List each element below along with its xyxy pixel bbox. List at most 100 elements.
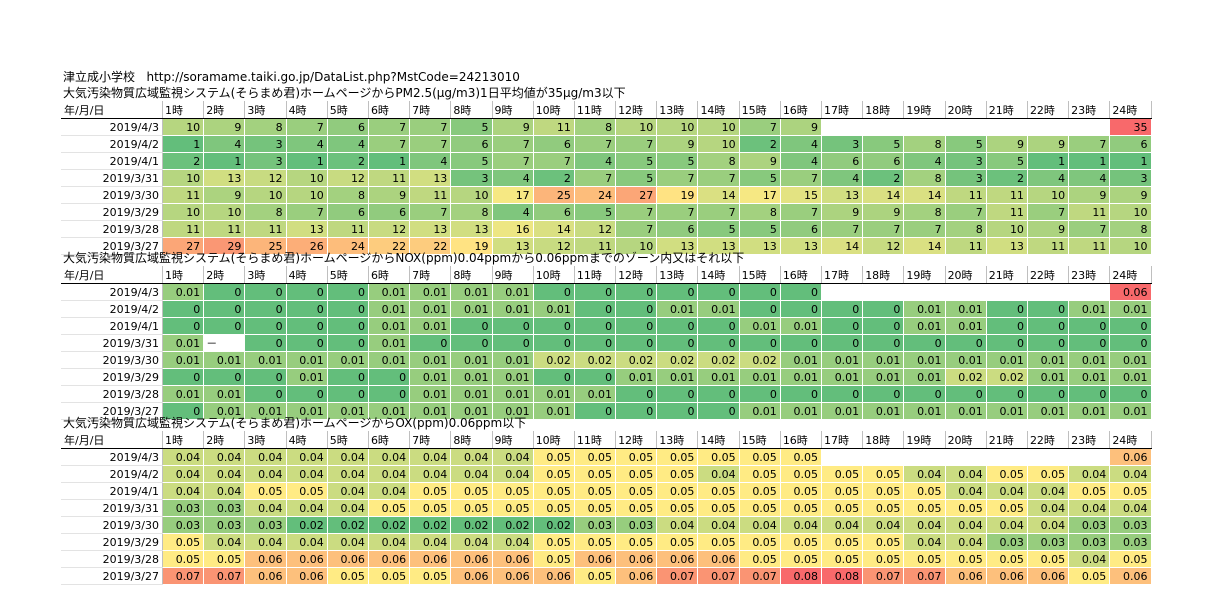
value-cell: 0 [615, 385, 658, 403]
value-cell: 0.05 [656, 533, 699, 551]
value-cell: 0.01 [409, 300, 452, 318]
value-cell: 0.01 [450, 283, 493, 301]
value-cell: 0.04 [779, 516, 823, 534]
value-cell: 0 [944, 385, 987, 403]
value-cell: 7 [738, 118, 781, 136]
value-cell: 0.01 [532, 300, 575, 318]
value-cell: 0.05 [161, 533, 205, 551]
value-cell: 0.01 [738, 402, 781, 420]
value-cell [985, 448, 1028, 466]
value-cell: 35 [1109, 118, 1152, 136]
value-cell: 0.04 [491, 448, 534, 466]
value-cell: 7 [903, 220, 946, 238]
value-cell: 0.01 [161, 385, 205, 403]
value-cell: 7 [1068, 135, 1111, 153]
value-cell: 0.05 [203, 550, 246, 568]
pm25-table: 年/月/日 1時 2時 3時 4時 5時 6時 7時 8時 9時 10時 11時 12時 13時 14時 15… [61, 101, 1152, 255]
hour-column-header: 1時 [161, 101, 205, 119]
value-cell: 1 [1026, 152, 1070, 170]
value-cell: 0.02 [367, 516, 411, 534]
hour-column-header: 13時 [656, 431, 699, 449]
ox-table: 年/月/日 1時 2時 3時 4時 5時 6時 7時 8時 9時 10時 11時 12時 13時 14時 15… [61, 431, 1152, 585]
value-cell: 0.06 [244, 567, 287, 585]
value-cell: 0.01 [697, 368, 740, 386]
value-cell: 0.04 [656, 516, 699, 534]
value-cell: 0.05 [409, 499, 452, 517]
value-cell: 17 [738, 186, 781, 204]
value-cell: 7 [573, 169, 617, 187]
value-cell: 0.02 [326, 516, 369, 534]
value-cell: 0.01 [985, 351, 1028, 369]
value-cell [985, 283, 1028, 301]
row-date: 2019/3/31 [61, 499, 163, 517]
value-cell: 0 [738, 300, 781, 318]
value-cell: 0 [820, 317, 864, 335]
value-cell: 0.05 [862, 499, 905, 517]
hour-column-header: 8時 [450, 431, 493, 449]
value-cell: 0.05 [244, 482, 287, 500]
value-cell: 11 [367, 169, 411, 187]
value-cell: 0.02 [656, 351, 699, 369]
value-cell: 0.01 [1109, 402, 1152, 420]
value-cell: 0.01 [656, 368, 699, 386]
value-cell: 9 [1068, 186, 1111, 204]
value-cell: 0.04 [409, 465, 452, 483]
hour-column-header: 16時 [779, 101, 823, 119]
value-cell: 0.01 [491, 368, 534, 386]
value-cell: 1 [161, 135, 205, 153]
value-cell: 0.01 [450, 385, 493, 403]
value-cell: 0.03 [573, 516, 617, 534]
value-cell: 0 [285, 385, 328, 403]
value-cell: 0 [697, 334, 740, 352]
hour-column-header: 3時 [244, 431, 287, 449]
value-cell: 0.05 [367, 499, 411, 517]
value-cell: 0.05 [820, 550, 864, 568]
hour-column-header: 7時 [409, 266, 452, 284]
value-cell: 0.01 [491, 402, 534, 420]
value-cell: 0.04 [161, 465, 205, 483]
value-cell: 0.01 [409, 385, 452, 403]
value-cell: 0.01 [409, 317, 452, 335]
hour-column-header: 15時 [738, 431, 781, 449]
value-cell: 0.03 [161, 516, 205, 534]
value-cell: 0.01 [450, 300, 493, 318]
value-cell: 0 [326, 300, 369, 318]
value-cell [820, 283, 864, 301]
value-cell [1068, 118, 1111, 136]
value-cell [1068, 448, 1111, 466]
value-cell: 0.05 [738, 533, 781, 551]
value-cell: 0.01 [203, 402, 246, 420]
value-cell: 12 [244, 169, 287, 187]
value-cell: 0 [285, 317, 328, 335]
value-cell: 0.04 [450, 448, 493, 466]
value-cell: 3 [944, 152, 987, 170]
row-date: 2019/3/27 [61, 402, 163, 420]
value-cell: 7 [573, 135, 617, 153]
hour-column-header: 13時 [656, 101, 699, 119]
value-cell: 0.03 [1068, 516, 1111, 534]
hour-column-header: 12時 [615, 431, 658, 449]
value-cell: 11 [1026, 237, 1070, 255]
value-cell: 0.04 [1109, 499, 1152, 517]
value-cell: 0.05 [532, 550, 575, 568]
value-cell: － [203, 334, 246, 352]
value-cell: 0.04 [862, 516, 905, 534]
value-cell: 0 [573, 368, 617, 386]
value-cell [944, 118, 987, 136]
value-cell: 0.02 [409, 516, 452, 534]
value-cell: 0.06 [615, 550, 658, 568]
value-cell: 0.04 [903, 533, 946, 551]
value-cell: 0.01 [944, 402, 987, 420]
value-cell: 0.02 [738, 351, 781, 369]
value-cell: 9 [1026, 220, 1070, 238]
value-cell: 0 [326, 317, 369, 335]
value-cell: 7 [532, 152, 575, 170]
value-cell: 0 [985, 300, 1028, 318]
value-cell: 12 [367, 220, 411, 238]
value-cell: 0 [862, 385, 905, 403]
value-cell: 0.05 [862, 482, 905, 500]
value-cell: 0.05 [491, 499, 534, 517]
value-cell: 4 [779, 135, 823, 153]
value-cell: 4 [903, 152, 946, 170]
value-cell: 0 [573, 283, 617, 301]
